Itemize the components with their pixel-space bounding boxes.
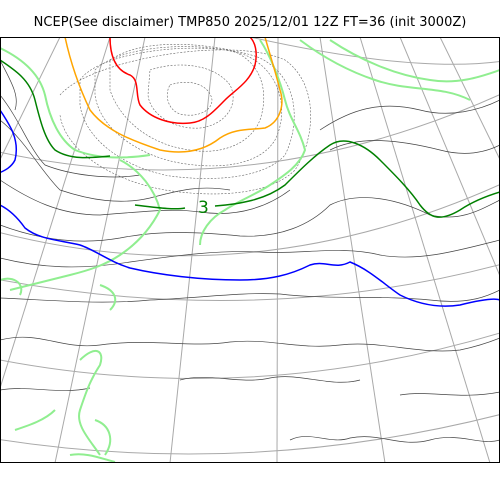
graticule [0, 37, 500, 463]
isotherm-green [0, 59, 500, 218]
isotherm-blue [0, 109, 500, 307]
isotherm-label: 3 [198, 198, 209, 218]
isotherm-orange [64, 37, 283, 153]
isotherm-red [109, 37, 257, 125]
dense-contours [59, 43, 311, 195]
isotherm-light-green [0, 39, 500, 463]
map-title: NCEP(See disclaimer) TMP850 2025/12/01 1… [33, 15, 467, 30]
